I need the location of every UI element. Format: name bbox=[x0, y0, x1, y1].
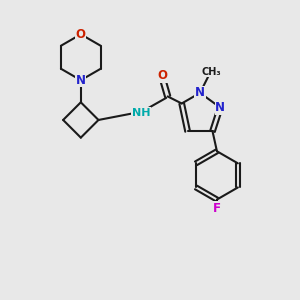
Text: N: N bbox=[195, 86, 205, 99]
Text: F: F bbox=[213, 202, 221, 215]
Text: N: N bbox=[76, 74, 86, 87]
Text: O: O bbox=[76, 28, 86, 41]
Text: O: O bbox=[158, 69, 167, 82]
Text: N: N bbox=[215, 101, 225, 114]
Text: NH: NH bbox=[132, 108, 150, 118]
Text: CH₃: CH₃ bbox=[201, 67, 221, 77]
